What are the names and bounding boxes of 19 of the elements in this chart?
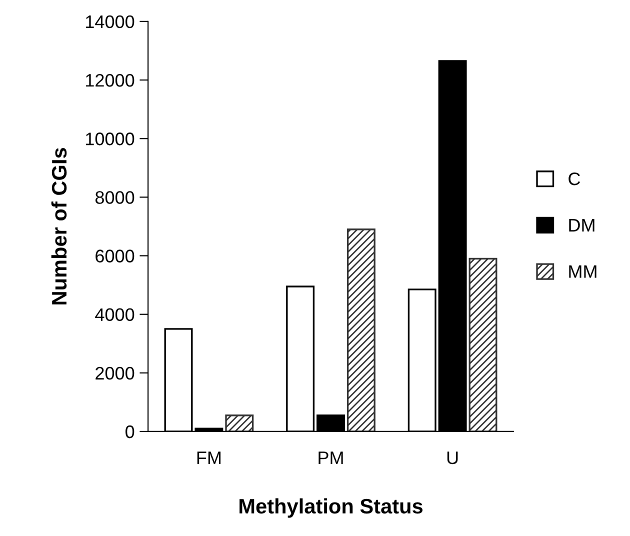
x-tick-label: U xyxy=(447,452,458,464)
legend-label: C xyxy=(568,172,580,186)
y-tick-label: 0 xyxy=(126,425,134,438)
y-tick-label: 4000 xyxy=(95,308,134,322)
y-tick-label: 14000 xyxy=(86,15,134,28)
x-tick-label: PM xyxy=(318,452,343,464)
y-axis-title: Number of CGIs xyxy=(51,148,67,304)
x-axis-title: Methylation Status xyxy=(240,498,423,518)
bar xyxy=(468,258,498,432)
legend-label: DM xyxy=(569,219,594,232)
bar xyxy=(346,228,376,432)
x-tick-label: FM xyxy=(197,452,221,464)
y-tick-label: 12000 xyxy=(86,74,134,87)
y-tick-label: 6000 xyxy=(96,250,134,262)
bar xyxy=(225,414,254,432)
y-tick-label: 2000 xyxy=(96,366,134,380)
y-tick-label: 8000 xyxy=(95,191,134,204)
legend-label: MM xyxy=(569,265,596,278)
y-tick-label: 10000 xyxy=(86,132,134,146)
